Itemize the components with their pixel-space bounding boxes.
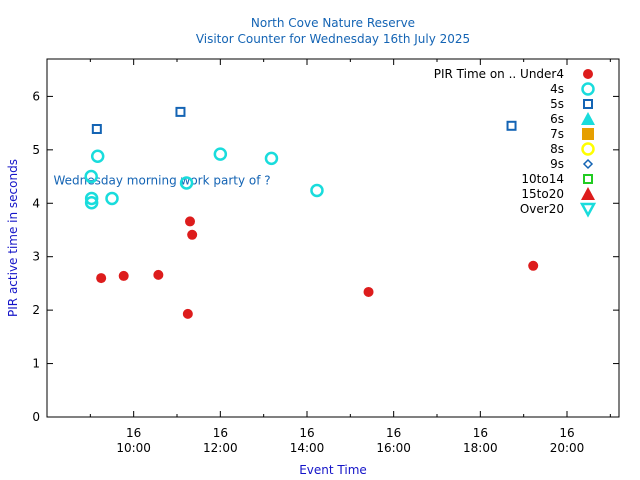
y-tick-label: 6 xyxy=(32,89,40,103)
x-tick-label-time: 10:00 xyxy=(116,441,151,455)
x-tick-label-date: 16 xyxy=(559,426,574,440)
legend-marker-9s xyxy=(582,158,594,170)
y-axis-label: PIR active time in seconds xyxy=(6,159,20,317)
legend-label-6s: 6s xyxy=(550,112,564,126)
x-tick-label-time: 18:00 xyxy=(463,441,498,455)
x-tick-label-date: 16 xyxy=(299,426,314,440)
x-tick-label-date: 16 xyxy=(386,426,401,440)
data-point-under4 xyxy=(118,270,129,281)
data-point-4s xyxy=(84,195,99,210)
legend: PIR Time on .. Under44s5s6s7s8s9s10to141… xyxy=(434,67,597,218)
data-point-under4 xyxy=(185,216,195,227)
data-point-4s xyxy=(90,149,105,163)
legend-label-15to20: 15to20 xyxy=(521,187,564,201)
data-point-4s xyxy=(105,191,119,206)
data-point-5s xyxy=(175,106,186,117)
data-point-4s xyxy=(213,147,228,161)
legend-marker-10to14 xyxy=(583,174,593,184)
legend-marker-over20 xyxy=(579,202,597,218)
legend-marker-4s xyxy=(581,82,595,96)
data-point-4s xyxy=(84,191,99,206)
y-tick-label: 1 xyxy=(32,357,40,371)
y-axis: 0 1 2 3 4 5 6 xyxy=(32,89,619,424)
x-axis-label: Event Time xyxy=(299,463,367,477)
data-point-under4 xyxy=(182,308,193,319)
x-tick-label-date: 16 xyxy=(213,426,228,440)
legend-marker-8s xyxy=(581,142,595,156)
legend-label-9s: 9s xyxy=(550,157,564,171)
data-point-4s xyxy=(84,169,98,184)
annotation-text: Wednesday morning work party of ? xyxy=(54,174,271,188)
y-tick-label: 3 xyxy=(32,250,40,264)
y-tick-label: 2 xyxy=(32,303,40,317)
x-tick-label-time: 12:00 xyxy=(203,441,238,455)
plot-frame xyxy=(46,58,620,418)
chart-subtitle: Visitor Counter for Wednesday 16th July … xyxy=(196,32,470,46)
legend-label-4s: 4s xyxy=(550,82,564,96)
chart-title: North Cove Nature Reserve xyxy=(251,16,415,30)
data-point-under4 xyxy=(153,269,164,280)
data-point-under4 xyxy=(187,229,198,240)
x-tick-label-date: 16 xyxy=(473,426,488,440)
y-tick-label: 5 xyxy=(32,143,40,157)
data-point-under4 xyxy=(363,286,374,297)
legend-marker-6s xyxy=(581,112,595,125)
legend-label-under4: PIR Time on .. Under4 xyxy=(434,67,564,81)
x-tick-label-time: 20:00 xyxy=(550,441,585,455)
x-tick-label-time: 16:00 xyxy=(376,441,411,455)
legend-label-5s: 5s xyxy=(550,97,564,111)
data-points xyxy=(84,106,539,319)
legend-label-over20: Over20 xyxy=(520,202,564,216)
legend-label-10to14: 10to14 xyxy=(521,172,564,186)
legend-marker-under4 xyxy=(583,69,593,79)
legend-label-7s: 7s xyxy=(550,127,564,141)
data-point-5s xyxy=(91,123,102,134)
legend-label-8s: 8s xyxy=(550,142,564,156)
legend-marker-7s xyxy=(582,128,594,140)
data-point-4s xyxy=(264,151,279,166)
data-point-4s xyxy=(179,176,194,190)
data-point-under4 xyxy=(528,260,539,271)
data-point-4s xyxy=(310,183,324,198)
data-point-under4 xyxy=(96,273,107,284)
y-tick-label: 4 xyxy=(32,196,40,210)
x-tick-label-time: 14:00 xyxy=(290,441,325,455)
x-axis: 1610:001612:001614:001616:001618:001620:… xyxy=(89,59,611,455)
y-tick-label: 0 xyxy=(32,410,40,424)
annotations: Wednesday morning work party of ? xyxy=(54,174,271,188)
legend-marker-5s xyxy=(583,99,593,109)
x-tick-label-date: 16 xyxy=(126,426,141,440)
legend-marker-15to20 xyxy=(581,187,595,200)
data-point-5s xyxy=(506,120,517,131)
